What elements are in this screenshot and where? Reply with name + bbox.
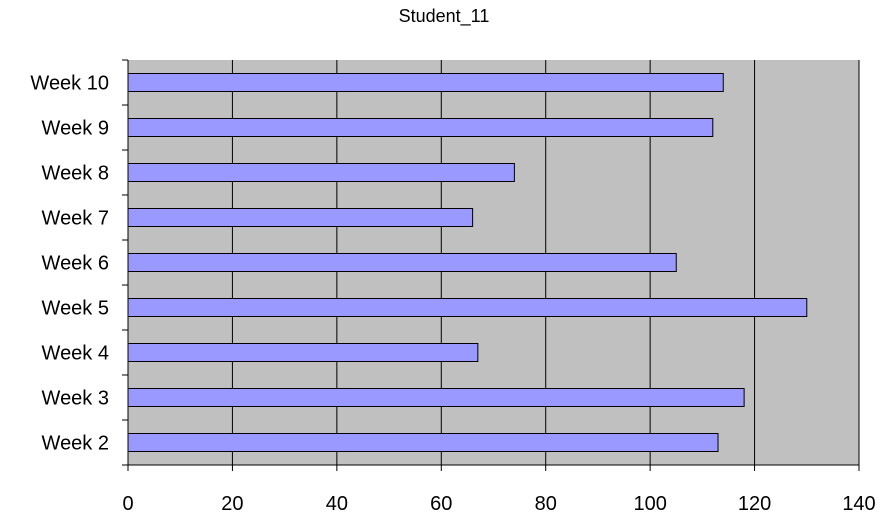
y-tick-label: Week 3 (42, 388, 109, 410)
bar-week-4 (127, 343, 479, 362)
bar-week-3 (127, 388, 745, 407)
x-tick-label: 40 (326, 493, 348, 515)
x-axis-labels: 0 20 40 60 80 100 120 140 (122, 493, 875, 515)
x-tick-label: 60 (430, 493, 452, 515)
y-tick-label: Week 5 (42, 298, 109, 320)
y-tick-label: Week 10 (30, 73, 109, 95)
y-tick-label: Week 7 (42, 208, 109, 230)
x-tick-label: 120 (738, 493, 771, 515)
y-tick-label: Week 4 (42, 343, 109, 365)
x-tick-label: 0 (122, 493, 133, 515)
chart-title: Student_11 (398, 6, 490, 26)
bar-week-5 (127, 298, 808, 317)
x-tick-label: 80 (535, 493, 557, 515)
bar-week-6 (127, 253, 677, 272)
x-tick-label: 100 (633, 493, 666, 515)
bars (127, 73, 808, 452)
bar-week-9 (127, 118, 714, 137)
bar-week-8 (127, 163, 515, 182)
bar-week-2 (127, 433, 719, 452)
bar-week-10 (127, 73, 724, 92)
axes (122, 59, 860, 471)
bar-week-7 (127, 208, 474, 227)
x-tick-label: 20 (221, 493, 243, 515)
y-tick-label: Week 6 (42, 253, 109, 275)
y-tick-label: Week 9 (42, 118, 109, 140)
y-tick-label: Week 8 (42, 163, 109, 185)
x-tick-label: 140 (842, 493, 875, 515)
y-axis-labels: Week 2 Week 3 Week 4 Week 5 Week 6 Week 7 Week… (30, 73, 109, 455)
y-tick-label: Week 2 (42, 433, 109, 455)
